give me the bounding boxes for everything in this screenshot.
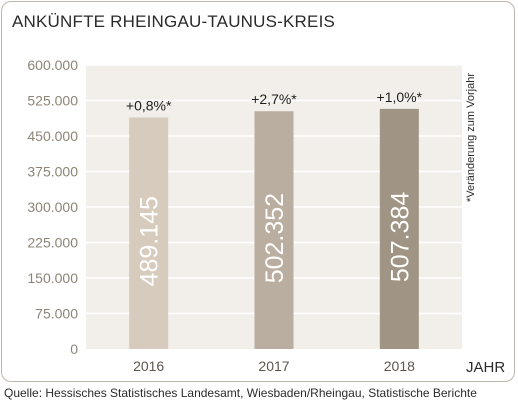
bar xyxy=(129,117,169,349)
y-tick-label: 450.000 xyxy=(27,128,78,144)
bars: +0,8%* 489.145 +2,7%* 502.352 +1,0%* 507.384 xyxy=(126,89,423,349)
x-axis-label: JAHR xyxy=(466,359,505,376)
chart-title: ANKÜNFTE RHEINGAU-TAUNUS-KREIS xyxy=(12,12,336,31)
change-label: +2,7%* xyxy=(251,91,297,107)
source-note: Quelle: Hessisches Statistisches Landesa… xyxy=(4,386,477,400)
x-tick-label: 2016 xyxy=(133,358,164,374)
y-tick-label: 75.000 xyxy=(35,306,78,322)
y-tick-label: 300.000 xyxy=(27,199,78,215)
change-label: +1,0%* xyxy=(377,89,423,105)
y-tick-label: 150.000 xyxy=(27,270,78,286)
x-axis-ticks: 2016 2017 2018 xyxy=(133,358,415,374)
y-tick-label: 375.000 xyxy=(27,164,78,180)
y-tick-label: 525.000 xyxy=(27,93,78,109)
y-tick-label: 225.000 xyxy=(27,235,78,251)
x-tick-label: 2017 xyxy=(258,358,289,374)
value-label: 507.384 xyxy=(386,192,414,282)
value-label: 489.145 xyxy=(136,196,164,286)
bar xyxy=(254,111,294,349)
y-axis-ticks: 0 75.000 150.000 225.000 300.000 375.000 450.0… xyxy=(27,57,78,357)
bar-chart: 0 75.000 150.000 225.000 300.000 375.000 450.0… xyxy=(27,57,505,376)
y-tick-label: 0 xyxy=(70,341,78,357)
y-tick-label: 600.000 xyxy=(27,57,78,73)
value-label: 502.352 xyxy=(261,193,289,283)
side-note: *Veränderung zum Vorjahr xyxy=(465,73,477,202)
x-tick-label: 2018 xyxy=(384,358,415,374)
change-label: +0,8%* xyxy=(126,97,172,113)
bar xyxy=(379,108,419,349)
